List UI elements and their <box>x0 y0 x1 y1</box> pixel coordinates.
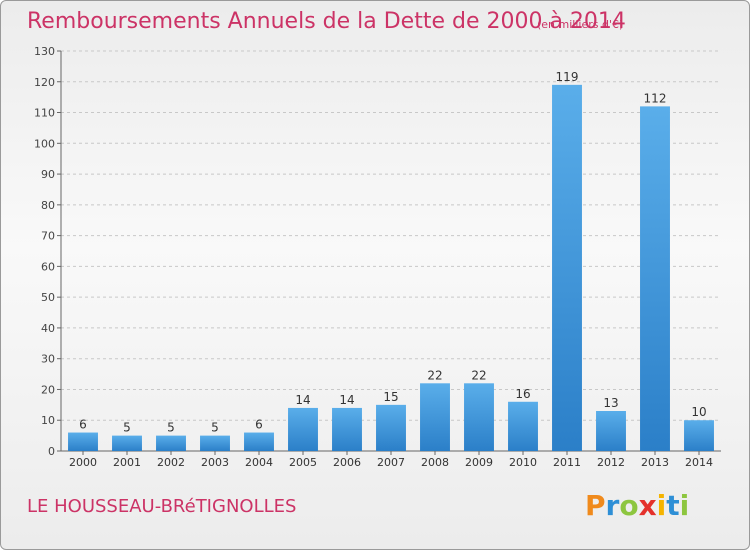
logo-letter: i <box>679 489 690 522</box>
x-tick-label: 2012 <box>597 456 625 469</box>
bar <box>288 407 318 451</box>
x-tick-label: 2002 <box>157 456 185 469</box>
bar <box>596 411 626 451</box>
x-tick-label: 2010 <box>509 456 537 469</box>
proxiti-logo: Proxiti <box>585 489 689 522</box>
y-tick-label: 30 <box>41 353 55 366</box>
y-tick-label: 40 <box>41 322 55 335</box>
bar <box>244 432 274 451</box>
bar-value-label: 5 <box>123 421 131 435</box>
logo-letter: x <box>638 489 657 522</box>
x-tick-label: 2006 <box>333 456 361 469</box>
bar <box>376 404 406 451</box>
x-tick-label: 2003 <box>201 456 229 469</box>
y-tick-label: 60 <box>41 260 55 273</box>
bar <box>464 383 494 451</box>
unit-note: (en milliers d'€) <box>537 18 624 31</box>
x-tick-label: 2008 <box>421 456 449 469</box>
bar-value-label: 5 <box>211 421 219 435</box>
x-tick-label: 2005 <box>289 456 317 469</box>
bar <box>332 407 362 451</box>
x-tick-label: 2014 <box>685 456 713 469</box>
logo-letter: i <box>656 489 667 522</box>
bar <box>552 84 582 451</box>
y-tick-label: 130 <box>34 45 55 58</box>
chart-title: Remboursements Annuels de la Dette de 20… <box>27 9 626 34</box>
bar-value-label: 14 <box>339 393 354 407</box>
logo-letter: r <box>605 489 620 522</box>
bar-value-label: 119 <box>556 70 579 84</box>
city-name: LE HOUSSEAU-BRéTIGNOLLES <box>27 496 297 517</box>
bar <box>684 420 714 451</box>
bar <box>200 435 230 451</box>
bar-value-label: 6 <box>255 418 263 432</box>
x-tick-label: 2001 <box>113 456 141 469</box>
bar <box>112 435 142 451</box>
y-tick-label: 0 <box>48 445 55 458</box>
y-tick-label: 120 <box>34 76 55 89</box>
labels: 0 10 20 30 40 50 60 70 80 90 100 110 120 130 6 2000 5 200… <box>34 45 713 469</box>
bars <box>68 84 714 451</box>
logo-letter: P <box>585 489 606 522</box>
bar-value-label: 6 <box>79 418 87 432</box>
bar <box>68 432 98 451</box>
bar-value-label: 13 <box>603 396 618 410</box>
y-tick-label: 100 <box>34 137 55 150</box>
y-tick-label: 70 <box>41 230 55 243</box>
y-tick-label: 90 <box>41 168 55 181</box>
logo-letter: o <box>619 489 639 522</box>
y-tick-label: 80 <box>41 199 55 212</box>
y-tick-label: 10 <box>41 414 55 427</box>
bar-value-label: 10 <box>691 405 706 419</box>
y-tick-label: 50 <box>41 291 55 304</box>
bar-value-label: 16 <box>515 387 530 401</box>
x-tick-label: 2013 <box>641 456 669 469</box>
y-tick-label: 20 <box>41 383 55 396</box>
grid-lines <box>61 50 721 421</box>
bar <box>640 106 670 451</box>
bar <box>156 435 186 451</box>
x-tick-label: 2009 <box>465 456 493 469</box>
x-tick-label: 2011 <box>553 456 581 469</box>
bar-value-label: 112 <box>644 91 667 105</box>
logo-letter: t <box>666 489 680 522</box>
bar-value-label: 22 <box>471 368 486 382</box>
bar-value-label: 14 <box>295 393 310 407</box>
x-tick-label: 2000 <box>69 456 97 469</box>
bar-value-label: 15 <box>383 390 398 404</box>
x-tick-label: 2004 <box>245 456 273 469</box>
y-tick-label: 110 <box>34 107 55 120</box>
bar-value-label: 5 <box>167 421 175 435</box>
bar <box>508 401 538 451</box>
x-tick-label: 2007 <box>377 456 405 469</box>
bar <box>420 383 450 451</box>
bar-value-label: 22 <box>427 368 442 382</box>
